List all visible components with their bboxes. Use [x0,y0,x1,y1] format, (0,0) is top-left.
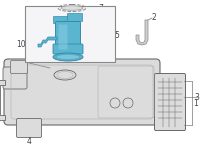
Polygon shape [0,80,5,120]
Ellipse shape [61,6,83,10]
FancyBboxPatch shape [154,74,186,131]
Text: 3: 3 [194,92,199,101]
Polygon shape [136,20,148,45]
Text: 1: 1 [194,98,198,107]
FancyBboxPatch shape [56,21,81,52]
Polygon shape [155,85,160,115]
FancyBboxPatch shape [59,25,68,50]
FancyBboxPatch shape [11,61,28,74]
Ellipse shape [56,55,80,60]
FancyBboxPatch shape [17,118,42,137]
FancyBboxPatch shape [3,67,27,89]
Ellipse shape [53,53,83,61]
Ellipse shape [54,70,76,80]
Text: 4: 4 [27,137,31,146]
FancyBboxPatch shape [53,44,83,54]
Bar [25,6,115,62]
FancyBboxPatch shape [54,16,73,24]
Text: 5: 5 [115,30,119,40]
Text: 8: 8 [37,17,42,26]
Polygon shape [38,37,57,47]
Text: 6: 6 [108,51,113,60]
Text: 10: 10 [16,40,26,49]
FancyBboxPatch shape [4,59,160,125]
Text: 7: 7 [99,4,103,12]
Text: 9: 9 [92,12,96,21]
FancyBboxPatch shape [68,14,83,21]
Text: 2: 2 [152,12,156,21]
